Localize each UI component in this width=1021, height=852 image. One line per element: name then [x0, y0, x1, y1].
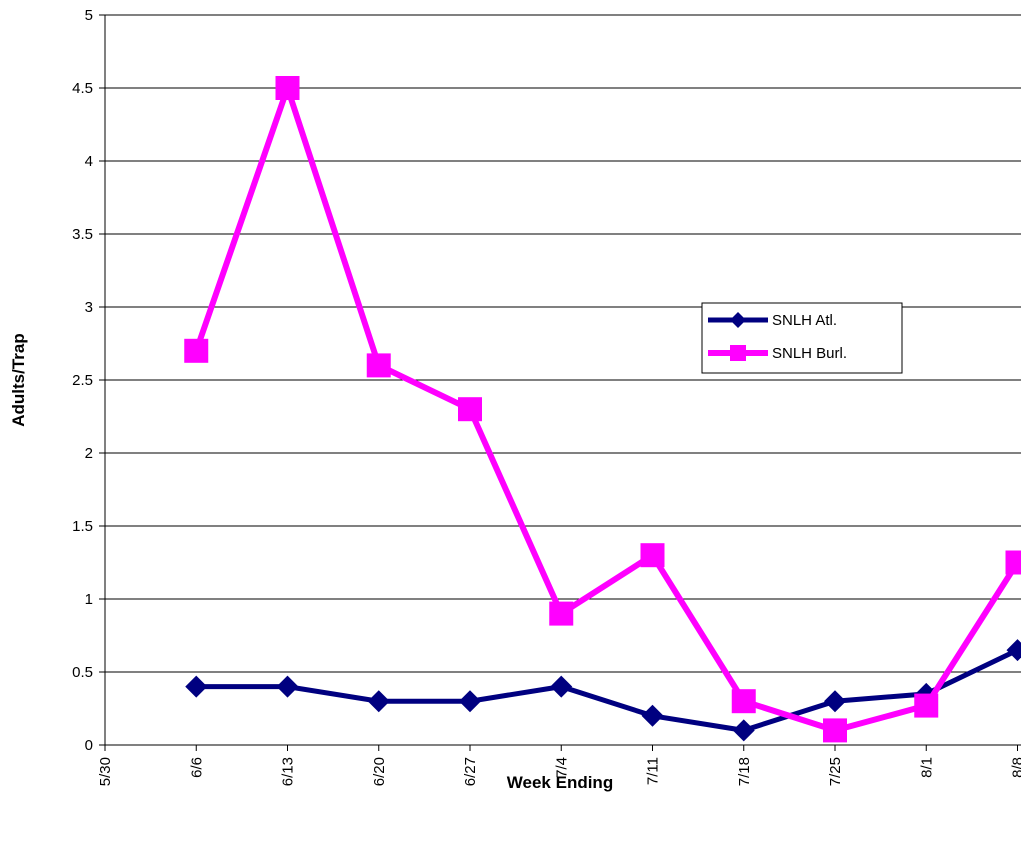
y-tick-label: 5 [85, 7, 93, 24]
gridlines [105, 14, 1021, 673]
data-point [823, 718, 847, 743]
x-tick-label: 7/18 [736, 757, 753, 786]
data-point [366, 353, 391, 378]
x-tick-label: 8/1 [918, 757, 935, 778]
data-point [367, 690, 390, 713]
legend-box [701, 302, 903, 374]
x-tick-labels: 5/30 6/6 6/13 6/20 6/27 7/4 7/11 7/18 7/25 8/1 8/8 [97, 757, 1021, 786]
x-axis-title: Week Ending [507, 773, 613, 792]
x-tick-label: 8/8 [1010, 757, 1021, 778]
x-tick-label: 7/4 [553, 757, 570, 778]
data-point [731, 689, 756, 714]
x-tick-label: 5/30 [97, 757, 114, 786]
data-point [1006, 639, 1021, 662]
y-tick-label: 3.5 [72, 226, 93, 243]
axes [99, 14, 1021, 751]
legend-marker [730, 312, 746, 328]
data-point [824, 690, 846, 713]
legend: SNLH Atl. SNLH Burl. [701, 302, 903, 374]
y-axis-title: Adults/Trap [9, 333, 28, 427]
y-tick-label: 1.5 [72, 518, 93, 535]
data-point [640, 543, 665, 568]
y-tick-label: 2 [85, 445, 93, 462]
y-tick-label: 0 [85, 737, 93, 754]
x-tick-label: 7/11 [645, 757, 662, 785]
data-point [550, 675, 573, 698]
x-tick-label: 6/13 [280, 757, 297, 786]
legend-label: SNLH Atl. [772, 312, 837, 329]
y-tick-labels: 0 0.5 1 1.5 2 2.5 3 3.5 4 4.5 5 [72, 7, 93, 754]
data-point [641, 704, 664, 727]
data-point [185, 675, 208, 698]
series-layer [184, 76, 1021, 743]
y-tick-label: 4.5 [72, 80, 93, 97]
x-tick-label: 7/25 [827, 757, 844, 786]
x-tick-label: 6/27 [462, 757, 479, 786]
data-point [1005, 550, 1021, 575]
data-point [914, 693, 939, 718]
series-line [196, 647, 1019, 733]
data-point [549, 601, 574, 626]
y-tick-label: 4 [85, 153, 93, 170]
data-point [458, 397, 482, 422]
y-tick-label: 0.5 [72, 664, 93, 681]
legend-marker [730, 345, 746, 361]
y-tick-label: 2.5 [72, 372, 93, 389]
data-point [184, 338, 209, 363]
data-point [275, 76, 300, 100]
legend-label: SNLH Burl. [772, 345, 847, 362]
x-tick-label: 6/6 [188, 757, 205, 778]
series-snlh-burl [184, 76, 1021, 743]
data-point [459, 690, 481, 713]
data-point [732, 719, 755, 742]
y-tick-label: 1 [85, 591, 93, 608]
series-snlh-atl [185, 639, 1021, 742]
series-line [193, 78, 1021, 734]
data-point [276, 675, 299, 698]
x-tick-label: 6/20 [371, 757, 388, 786]
y-tick-label: 3 [85, 299, 93, 316]
